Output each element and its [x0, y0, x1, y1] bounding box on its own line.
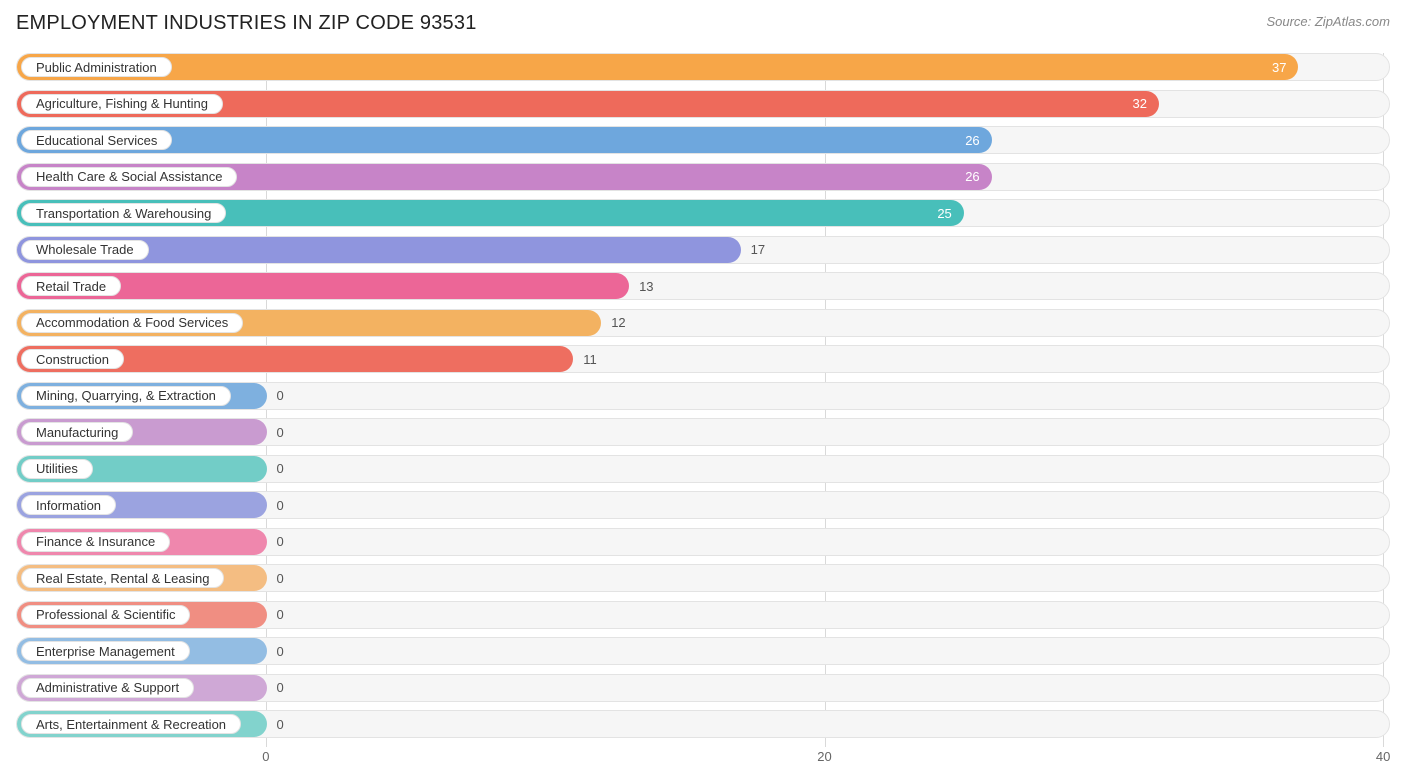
bar-row: Construction 11	[16, 345, 1390, 373]
bar-row: Real Estate, Rental & Leasing 0	[16, 564, 1390, 592]
bar-label-pill: Accommodation & Food Services	[21, 313, 243, 333]
bar-row: Wholesale Trade 17	[16, 236, 1390, 264]
bar-value: 0	[277, 492, 284, 518]
bar-label-pill: Professional & Scientific	[21, 605, 190, 625]
bar-label-pill: Wholesale Trade	[21, 240, 149, 260]
bar-row: Manufacturing 0	[16, 418, 1390, 446]
bar-value: 26	[965, 164, 991, 190]
bar-value: 13	[639, 273, 653, 299]
bar-rows: Public Administration 37 Agriculture, Fish…	[16, 53, 1390, 738]
source-name: ZipAtlas.com	[1315, 14, 1390, 29]
bar-label-pill: Administrative & Support	[21, 678, 194, 698]
bar-value: 0	[277, 419, 284, 445]
bar-value: 11	[583, 346, 597, 372]
bar-row: Transportation & Warehousing 25	[16, 199, 1390, 227]
bar-row: Administrative & Support 0	[16, 674, 1390, 702]
bar-row: Finance & Insurance 0	[16, 528, 1390, 556]
bar-label-pill: Enterprise Management	[21, 641, 190, 661]
bar-value: 26	[965, 127, 991, 153]
bar-value: 25	[937, 200, 963, 226]
source-prefix: Source:	[1266, 14, 1314, 29]
bar-label-pill: Educational Services	[21, 130, 172, 150]
bar-value: 0	[277, 565, 284, 591]
bar-value: 12	[611, 310, 625, 336]
bar-label-pill: Transportation & Warehousing	[21, 203, 226, 223]
bar-fill	[17, 54, 1298, 80]
bar-label-pill: Construction	[21, 349, 124, 369]
bar-label-pill: Manufacturing	[21, 422, 133, 442]
bar-label-pill: Retail Trade	[21, 276, 121, 296]
x-axis: 0 20 40	[16, 747, 1390, 771]
bar-row: Mining, Quarrying, & Extraction 0	[16, 382, 1390, 410]
bar-row: Information 0	[16, 491, 1390, 519]
bar-value: 0	[277, 638, 284, 664]
bar-row: Accommodation & Food Services 12	[16, 309, 1390, 337]
x-axis-tick: 40	[1376, 749, 1390, 764]
bar-label-pill: Agriculture, Fishing & Hunting	[21, 94, 223, 114]
bar-row: Utilities 0	[16, 455, 1390, 483]
header: EMPLOYMENT INDUSTRIES IN ZIP CODE 93531 …	[16, 12, 1390, 35]
bar-value: 0	[277, 383, 284, 409]
bar-row: Educational Services 26	[16, 126, 1390, 154]
x-axis-tick: 0	[262, 749, 269, 764]
bar-label-pill: Real Estate, Rental & Leasing	[21, 568, 224, 588]
bar-value: 17	[751, 237, 765, 263]
bar-label-pill: Utilities	[21, 459, 93, 479]
bar-row: Arts, Entertainment & Recreation 0	[16, 710, 1390, 738]
bar-value: 0	[277, 711, 284, 737]
bar-label-pill: Health Care & Social Assistance	[21, 167, 237, 187]
chart-title: EMPLOYMENT INDUSTRIES IN ZIP CODE 93531	[16, 12, 477, 35]
bar-value: 0	[277, 675, 284, 701]
chart-area: Public Administration 37 Agriculture, Fish…	[16, 53, 1390, 771]
bar-value: 0	[277, 456, 284, 482]
bar-label-pill: Mining, Quarrying, & Extraction	[21, 386, 231, 406]
bar-row: Professional & Scientific 0	[16, 601, 1390, 629]
bar-label-pill: Arts, Entertainment & Recreation	[21, 714, 241, 734]
source-attribution: Source: ZipAtlas.com	[1266, 14, 1390, 29]
bar-row: Agriculture, Fishing & Hunting 32	[16, 90, 1390, 118]
bar-label-pill: Finance & Insurance	[21, 532, 170, 552]
bar-value: 0	[277, 602, 284, 628]
x-axis-tick: 20	[817, 749, 831, 764]
bar-row: Enterprise Management 0	[16, 637, 1390, 665]
bar-label-pill: Public Administration	[21, 57, 172, 77]
bar-label-pill: Information	[21, 495, 116, 515]
bar-value: 0	[277, 529, 284, 555]
bar-row: Public Administration 37	[16, 53, 1390, 81]
bar-row: Retail Trade 13	[16, 272, 1390, 300]
bar-value: 37	[1272, 54, 1298, 80]
bar-value: 32	[1133, 91, 1159, 117]
bar-row: Health Care & Social Assistance 26	[16, 163, 1390, 191]
